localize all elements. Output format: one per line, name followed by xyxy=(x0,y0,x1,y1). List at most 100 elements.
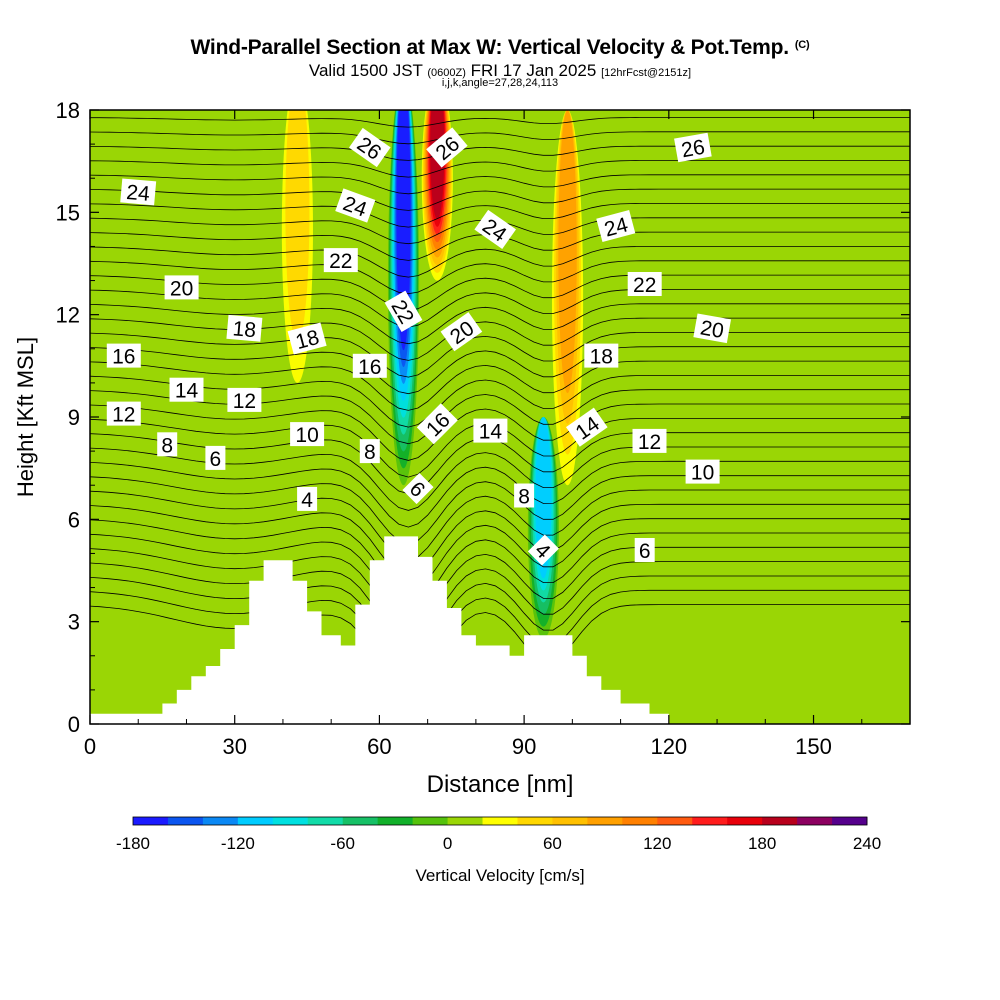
label-backing xyxy=(473,418,508,443)
isentrope-label-text: 6 xyxy=(210,448,222,471)
isentrope-line xyxy=(90,274,910,311)
label-backing xyxy=(297,486,318,511)
isentrope-label-3: 24 xyxy=(120,178,157,206)
isentrope-label-text: 12 xyxy=(112,404,135,427)
isentrope-line xyxy=(90,360,910,411)
x-tick-label: 150 xyxy=(795,734,832,759)
isentrope-label-29: 8 xyxy=(514,483,535,509)
colorbar-swatch xyxy=(167,817,204,825)
isentrope-label-text: 16 xyxy=(112,346,135,369)
x-axis-label: Distance [nm] xyxy=(427,771,574,798)
valid-time: Valid 1500 JST xyxy=(308,61,423,80)
isentrope-label-10: 20 xyxy=(164,275,199,300)
isentrope-line xyxy=(90,260,910,295)
y-tick-label: 15 xyxy=(56,200,80,225)
colorbar-tick-label: 240 xyxy=(853,834,881,853)
colorbar-swatch xyxy=(587,817,623,825)
isentrope-line xyxy=(90,475,910,545)
chart-header: Wind-Parallel Section at Max W: Vertical… xyxy=(0,0,1000,95)
label-backing xyxy=(632,428,667,453)
isentrope-line xyxy=(90,289,910,328)
isentrope-line xyxy=(90,188,910,211)
colorbar-tick-label: 0 xyxy=(443,834,452,853)
isentrope-line xyxy=(90,446,910,511)
isentrope-label-text: 10 xyxy=(295,424,318,447)
colorbar-swatch xyxy=(342,817,379,825)
plot-area xyxy=(90,110,910,724)
label-backing xyxy=(693,313,732,344)
y-tick-label: 0 xyxy=(68,712,80,737)
isentrope-label-text: 12 xyxy=(233,390,256,413)
isentrope-label-text: 22 xyxy=(633,274,656,297)
colorbar-swatch xyxy=(762,817,798,825)
isentrope-label-text: 4 xyxy=(301,489,313,512)
isentrope-line xyxy=(90,346,910,395)
isentrope-line xyxy=(90,303,910,345)
isentrope-label-text: 8 xyxy=(518,486,530,509)
isentrope-label-28: 8 xyxy=(359,439,380,464)
isentrope-label-2: 26 xyxy=(674,132,712,163)
label-backing xyxy=(205,445,226,470)
chart-subtitle: Valid 1500 JST (0600Z) FRI 17 Jan 2025 [… xyxy=(0,61,1000,81)
isentrope-line xyxy=(90,317,910,361)
colorbar-swatch xyxy=(832,817,868,825)
isentrope-line xyxy=(90,561,910,645)
colorbar-frame xyxy=(132,816,868,826)
colorbar-swatch xyxy=(447,817,484,825)
section-indices: i,j,k,angle=27,28,24,113 xyxy=(441,77,559,89)
colorbar-swatch xyxy=(133,817,169,825)
colorbar-tick-label: 120 xyxy=(643,834,671,853)
plot-background xyxy=(90,110,910,724)
isentrope-label-27: 8 xyxy=(157,432,178,457)
isentrope-line xyxy=(90,532,910,611)
x-tick-label: 120 xyxy=(650,734,687,759)
isentrope-line xyxy=(90,389,910,445)
valid-date: FRI 17 Jan 2025 xyxy=(470,61,597,80)
colorbar-swatch xyxy=(517,817,553,825)
isentrope-label-25: 10 xyxy=(290,422,325,447)
label-backing xyxy=(352,353,387,378)
potential-temperature-contours xyxy=(90,110,910,695)
colorbar-tick-label: -120 xyxy=(221,834,255,853)
isentrope-label-text: 20 xyxy=(698,316,725,343)
isentrope-label-text: 8 xyxy=(161,434,173,457)
chart-axes: 0 30 60 90 120 150 0 3 6 9 12 15 18 xyxy=(56,98,910,759)
colorbar-swatch xyxy=(797,817,833,825)
isentrope-line xyxy=(90,375,910,428)
colorbar-swatch xyxy=(692,817,728,825)
label-backing xyxy=(335,188,376,223)
isentrope-label-20: 14 xyxy=(473,418,508,444)
isentrope-line xyxy=(90,575,910,661)
label-backing xyxy=(416,403,458,445)
label-backing xyxy=(674,132,712,163)
isentrope-label-17: 16 xyxy=(352,353,387,379)
isentrope-label-text: 10 xyxy=(691,462,714,485)
label-backing xyxy=(584,343,619,368)
isentrope-label-text: 6 xyxy=(639,540,651,563)
isentrope-line xyxy=(90,589,910,678)
label-backing xyxy=(290,422,325,447)
colorbar-swatch xyxy=(412,817,449,825)
colorbar-swatch xyxy=(657,817,693,825)
isentrope-label-8: 22 xyxy=(627,272,662,297)
colorbar-label: Vertical Velocity [cm/s] xyxy=(415,866,584,885)
isentrope-line xyxy=(90,503,910,578)
isentrope-line xyxy=(90,604,910,695)
y-tick-label: 18 xyxy=(56,98,80,123)
label-backing xyxy=(106,343,141,368)
isentrope-label-text: 20 xyxy=(170,277,193,300)
y-tick-label: 6 xyxy=(68,507,80,532)
isentrope-line xyxy=(90,145,910,161)
isentrope-label-text: 16 xyxy=(358,356,381,379)
velocity-core-up2-level-11 xyxy=(285,110,310,342)
isentrope-line xyxy=(90,518,910,595)
label-backing xyxy=(634,538,655,562)
valid-time-utc: (0600Z) xyxy=(427,67,466,79)
label-backing xyxy=(348,127,391,168)
x-tick-label: 60 xyxy=(367,734,391,759)
isentrope-line xyxy=(90,203,910,228)
chart-title: Wind-Parallel Section at Max W: Vertical… xyxy=(0,36,1000,60)
velocity-core-up1-level-13 xyxy=(558,110,577,394)
isentrope-label-text: 26 xyxy=(680,136,707,163)
